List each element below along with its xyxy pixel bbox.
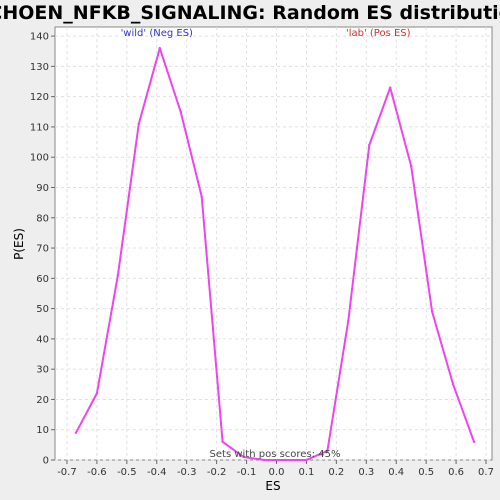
data-point — [368, 143, 371, 147]
y-tick-label: 100 — [30, 153, 49, 164]
y-tick-label: 40 — [36, 334, 49, 345]
x-tick-label: 0.7 — [478, 467, 494, 478]
y-tick-label: 20 — [36, 395, 49, 406]
data-point — [137, 122, 141, 126]
data-point — [116, 274, 120, 277]
data-point — [305, 458, 308, 462]
y-tick-label: 120 — [30, 92, 49, 103]
y-tick-label: 30 — [36, 365, 49, 376]
data-point — [263, 458, 266, 462]
x-tick-label: -0.7 — [57, 467, 77, 478]
data-point — [221, 440, 224, 444]
x-tick-label: 0.1 — [298, 467, 314, 478]
x-tick-label: 0.6 — [448, 467, 464, 478]
pos-scores-footer: Sets with pos scores: 45% — [210, 449, 341, 460]
data-point — [242, 455, 245, 459]
grid-lines — [55, 27, 492, 461]
data-point — [158, 46, 161, 50]
y-tick-label: 0 — [43, 456, 49, 467]
data-point — [74, 431, 78, 434]
y-axis-label: P(ES) — [12, 228, 26, 260]
annotation-label: 'lab' (Pos ES) — [346, 28, 411, 39]
y-tick-label: 80 — [36, 213, 49, 224]
x-tick-label: -0.4 — [147, 467, 167, 478]
y-tick-label: 10 — [36, 425, 49, 436]
data-point — [95, 392, 99, 395]
data-point — [389, 86, 392, 89]
series-layer — [74, 46, 476, 462]
y-tick-label: 50 — [36, 304, 49, 315]
x-axis-label: ES — [265, 479, 280, 493]
data-point — [451, 383, 455, 386]
x-tick-label: 0.2 — [328, 467, 344, 478]
data-point — [284, 458, 287, 462]
x-tick-label: -0.3 — [177, 467, 197, 478]
data-point — [179, 110, 182, 113]
x-tick-label: 0.3 — [358, 467, 374, 478]
x-tick-label: -0.5 — [117, 467, 137, 478]
y-tick-label: 70 — [36, 244, 49, 255]
x-tick-label: -0.1 — [237, 467, 257, 478]
y-tick-label: 60 — [36, 274, 49, 285]
plot-area — [54, 26, 493, 461]
series-line — [75, 47, 475, 461]
data-point — [200, 195, 203, 198]
y-tick-label: 130 — [30, 62, 49, 73]
axes: 0 10 20 30 40 50 60 70 80 90 100 110 120 130 140 -0.7 -0… — [30, 32, 494, 478]
data-point — [347, 319, 350, 322]
y-tick-label: 90 — [36, 183, 49, 194]
annotation-label: 'wild' (Neg ES) — [121, 28, 193, 39]
annotations: 'wild' (Neg ES) 'lab' (Pos ES) — [121, 28, 411, 39]
data-point — [472, 440, 476, 444]
y-tick-label: 140 — [30, 32, 49, 43]
data-point — [326, 449, 329, 453]
x-tick-label: 0.5 — [418, 467, 434, 478]
x-tick-label: -0.6 — [87, 467, 107, 478]
x-tick-label: 0.0 — [269, 467, 285, 478]
chart-title: SCHOEN_NFKB_SIGNALING: Random ES distrib… — [0, 2, 500, 24]
data-point — [409, 165, 413, 168]
x-tick-label: -0.2 — [207, 467, 227, 478]
x-tick-label: 0.4 — [388, 467, 404, 478]
data-point — [430, 310, 434, 313]
y-tick-label: 110 — [30, 122, 49, 133]
